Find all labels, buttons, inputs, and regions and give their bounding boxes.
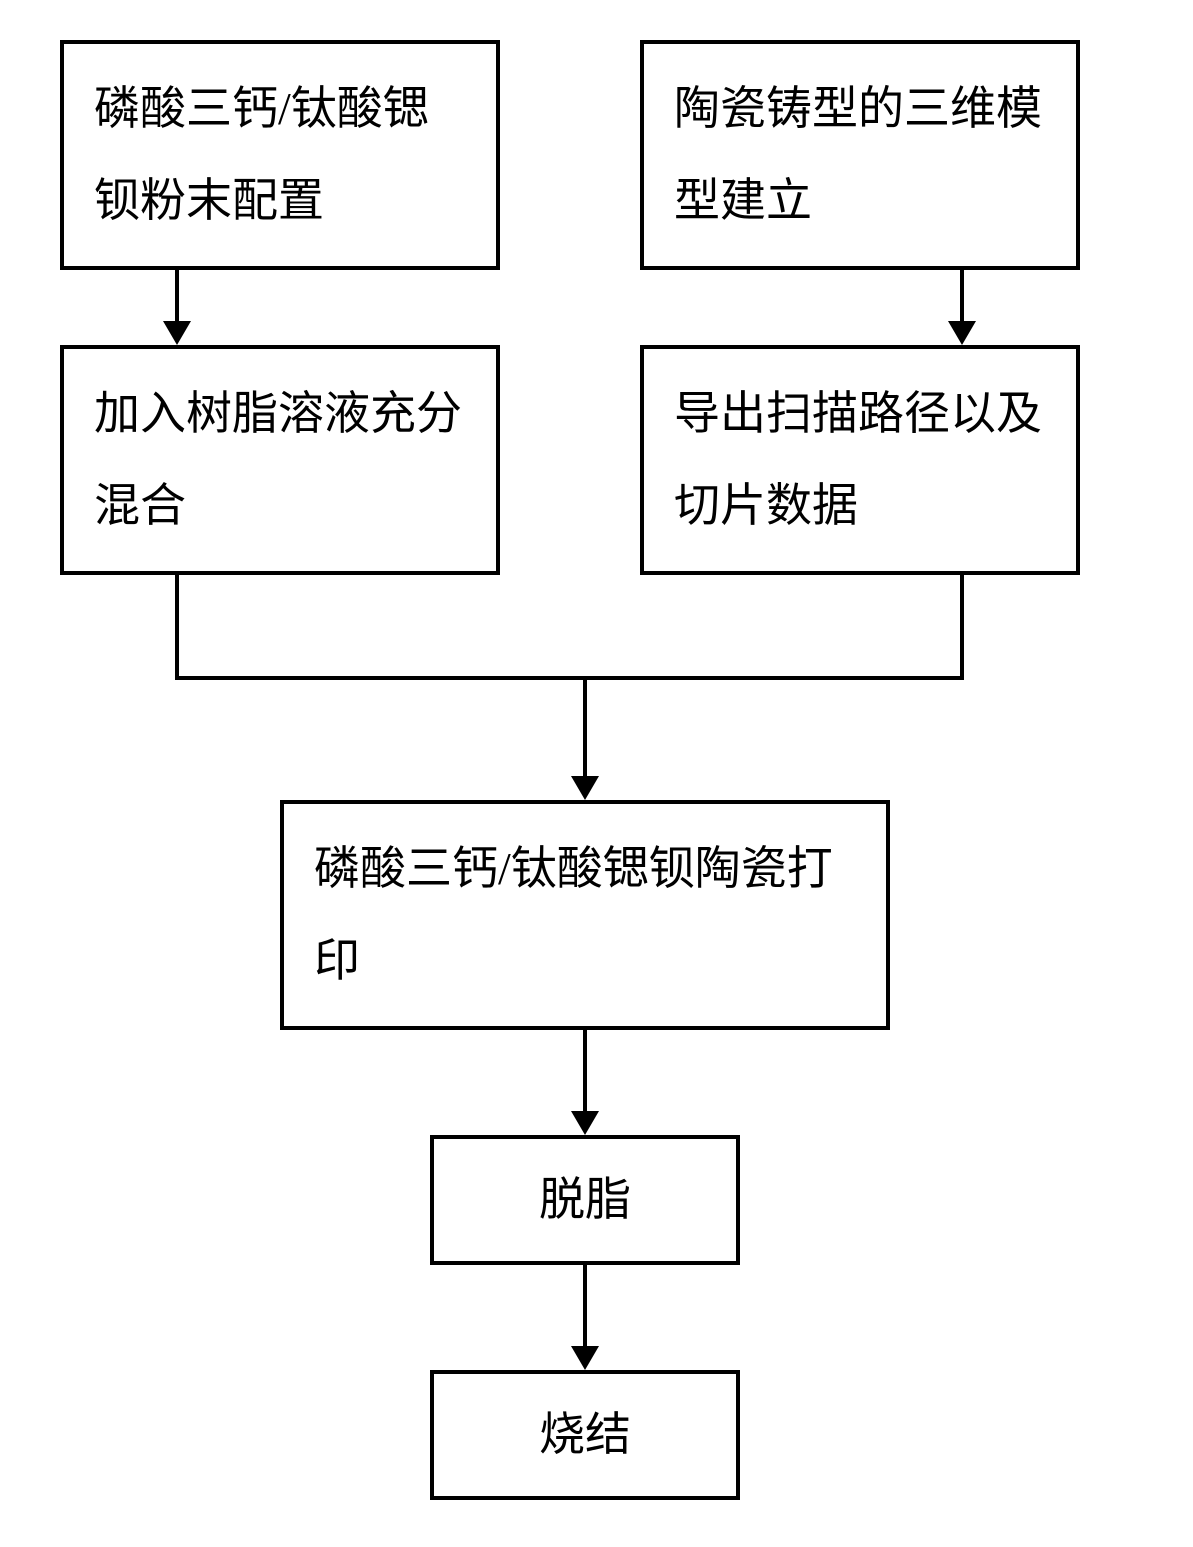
flowchart-node: 加入树脂溶液充分混合 (60, 345, 500, 575)
arrowhead-icon (163, 321, 191, 345)
arrowhead-icon (571, 1346, 599, 1370)
node-text: 陶瓷铸型的三维模型建立 (644, 43, 1076, 267)
edge-line (175, 575, 179, 680)
edge-line (583, 676, 587, 778)
arrowhead-icon (571, 776, 599, 800)
edge-line (583, 1265, 587, 1348)
flowchart-node: 脱脂 (430, 1135, 740, 1265)
node-text: 加入树脂溶液充分混合 (64, 348, 496, 572)
flowchart-node: 导出扫描路径以及切片数据 (640, 345, 1080, 575)
flowchart-node: 陶瓷铸型的三维模型建立 (640, 40, 1080, 270)
edge-line (175, 676, 964, 680)
node-text: 磷酸三钙/钛酸锶钡陶瓷打印 (284, 803, 886, 1027)
flowchart-node: 磷酸三钙/钛酸锶钡粉末配置 (60, 40, 500, 270)
flowchart-node: 磷酸三钙/钛酸锶钡陶瓷打印 (280, 800, 890, 1030)
arrowhead-icon (571, 1111, 599, 1135)
node-text: 脱脂 (434, 1134, 736, 1266)
node-text: 磷酸三钙/钛酸锶钡粉末配置 (64, 43, 496, 267)
flowchart-node: 烧结 (430, 1370, 740, 1500)
node-text: 导出扫描路径以及切片数据 (644, 348, 1076, 572)
edge-line (960, 270, 964, 323)
edge-line (960, 575, 964, 680)
node-text: 烧结 (434, 1369, 736, 1501)
edge-line (175, 270, 179, 323)
arrowhead-icon (948, 321, 976, 345)
edge-line (583, 1030, 587, 1113)
